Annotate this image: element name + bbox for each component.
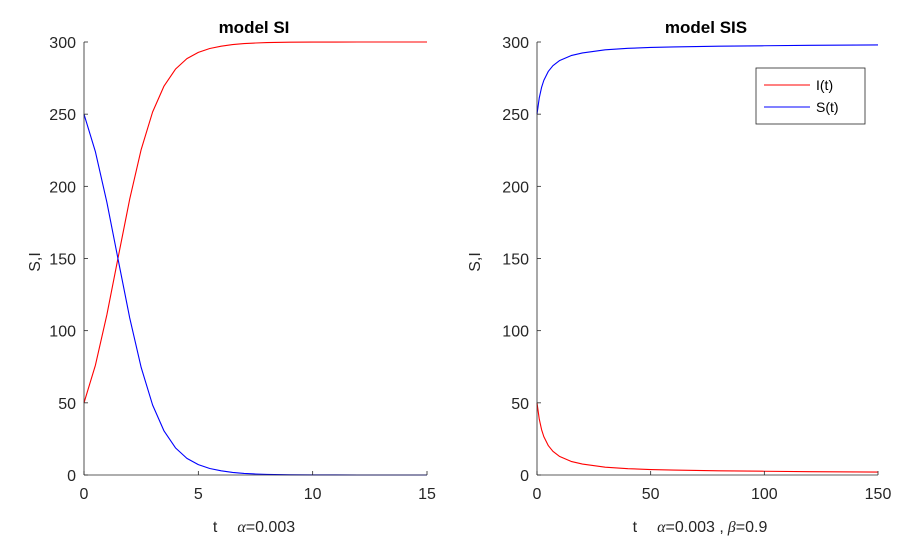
y-tick-label: 50 bbox=[511, 396, 529, 413]
x-tick-label: 15 bbox=[418, 486, 436, 503]
x-tick-label: 100 bbox=[751, 486, 778, 503]
y-tick-label: 200 bbox=[502, 179, 529, 196]
series-line-st bbox=[536, 44, 879, 115]
x-tick-label: 5 bbox=[194, 486, 203, 503]
plot-area bbox=[536, 44, 879, 473]
x-axis-label-variable: t bbox=[633, 519, 638, 536]
subplot-model-sis: model SIS 0 50 100 150 0 50 100 150 200 250 300 S,… bbox=[467, 18, 891, 536]
series-line-it bbox=[83, 41, 427, 403]
legend-entry-label: I(t) bbox=[816, 77, 833, 93]
beta-value: =0.9 bbox=[736, 519, 768, 536]
y-tick-label: 150 bbox=[502, 252, 529, 269]
x-tick-label: 0 bbox=[80, 486, 89, 503]
x-tick-label: 150 bbox=[865, 486, 892, 503]
y-tick-label: 200 bbox=[49, 179, 76, 196]
chart-title: model SI bbox=[219, 18, 290, 37]
beta-symbol: β bbox=[727, 519, 736, 536]
x-axis-label: t α=0.003 , β=0.9 bbox=[633, 519, 768, 536]
legend-entry-label: S(t) bbox=[816, 99, 839, 115]
series-line-st bbox=[83, 114, 427, 476]
x-tick-label: 0 bbox=[533, 486, 542, 503]
alpha-symbol: α bbox=[657, 519, 666, 536]
plot-area bbox=[83, 41, 427, 476]
legend: I(t) S(t) bbox=[755, 67, 866, 125]
legend-box bbox=[755, 67, 866, 125]
y-tick-label: 100 bbox=[502, 324, 529, 341]
y-tick-label: 250 bbox=[502, 107, 529, 124]
alpha-value: =0.003 bbox=[246, 519, 295, 536]
x-axis-label: t α=0.003 bbox=[213, 519, 295, 536]
x-axis-label-variable: t bbox=[213, 519, 218, 536]
alpha-symbol: α bbox=[237, 519, 246, 536]
y-tick-label: 50 bbox=[58, 396, 76, 413]
series-line-it bbox=[536, 402, 879, 473]
axes: 0 50 100 150 0 50 100 150 200 250 300 bbox=[502, 35, 891, 503]
y-tick-label: 0 bbox=[67, 468, 76, 485]
y-tick-label: 150 bbox=[49, 252, 76, 269]
x-tick-label: 10 bbox=[304, 486, 322, 503]
x-tick-label: 50 bbox=[642, 486, 660, 503]
alpha-value: =0.003 , bbox=[666, 519, 724, 536]
y-tick-label: 0 bbox=[520, 468, 529, 485]
y-tick-label: 300 bbox=[49, 35, 76, 52]
y-tick-label: 100 bbox=[49, 324, 76, 341]
y-axis-label: S,I bbox=[467, 252, 484, 272]
y-tick-label: 300 bbox=[502, 35, 529, 52]
y-tick-label: 250 bbox=[49, 107, 76, 124]
chart-title: model SIS bbox=[665, 18, 747, 37]
y-axis-label: S,I bbox=[27, 252, 44, 272]
